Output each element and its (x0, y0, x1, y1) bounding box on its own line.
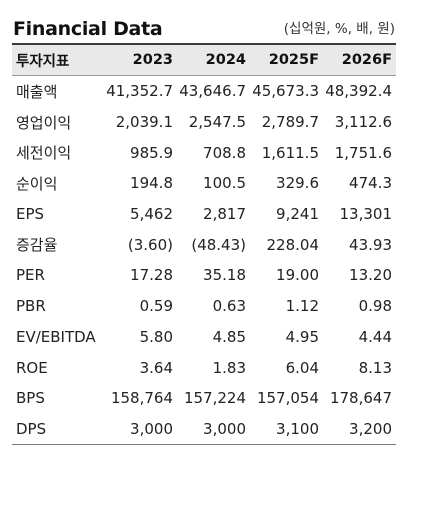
table-row: 매출액 41,352.7 43,646.7 45,673.3 48,392.4 (12, 76, 396, 107)
row-label: ROE (16, 358, 48, 377)
table-cell: 35.18 (203, 266, 246, 285)
table-row: 세전이익 985.9 708.8 1,611.5 1,751.6 (12, 137, 396, 168)
table-cell: 228.04 (266, 235, 320, 254)
header-year: 2025F (268, 52, 319, 68)
table-cell: 2,547.5 (188, 113, 246, 132)
header-row: 투자지표 2023 2024 2025F 2026F (12, 44, 396, 76)
table-row: EV/EBITDA 5.80 4.85 4.95 4.44 (12, 322, 396, 353)
table-cell: (48.43) (191, 235, 246, 254)
table-cell: 5.80 (139, 327, 173, 346)
table-row: PBR 0.59 0.63 1.12 0.98 (12, 291, 396, 322)
row-label: 영업이익 (16, 113, 72, 132)
table-row: 영업이익 2,039.1 2,547.5 2,789.7 3,112.6 (12, 107, 396, 138)
financial-table: 투자지표 2023 2024 2025F 2026F 매출액 41,352.7 43… (12, 43, 396, 446)
header-year: 2024 (205, 52, 246, 68)
table-row: ROE 3.64 1.83 6.04 8.13 (12, 352, 396, 383)
table-cell: 3,200 (323, 413, 396, 446)
table-cell: 6.04 (285, 358, 319, 377)
table-cell: 1,751.6 (334, 143, 392, 162)
table-cell: 2,817 (203, 205, 246, 224)
table-cell: 1.83 (212, 358, 246, 377)
table-cell: 157,224 (183, 389, 246, 408)
table-cell: 5,462 (130, 205, 173, 224)
table-title: Financial Data (13, 18, 163, 40)
table-row: DPS 3,000 3,000 3,100 3,200 (12, 413, 396, 446)
table-cell: 474.3 (349, 174, 392, 193)
table-cell: 0.98 (358, 297, 392, 316)
table-cell: 41,352.7 (106, 82, 173, 101)
table-cell: 178,647 (329, 389, 392, 408)
row-label: 매출액 (16, 82, 58, 101)
table-cell: 3,112.6 (334, 113, 392, 132)
row-label: EV/EBITDA (16, 327, 96, 346)
row-label: PBR (16, 297, 46, 316)
table-cell: 48,392.4 (325, 82, 392, 101)
title-row: Financial Data (십억원, %, 배, 원) (12, 8, 396, 40)
row-label: 세전이익 (16, 144, 72, 163)
table-cell: 0.59 (139, 297, 173, 316)
table-cell: 329.6 (276, 174, 319, 193)
row-label: DPS (12, 413, 104, 446)
table-cell: 13,301 (339, 205, 393, 224)
financial-data-panel: Financial Data (십억원, %, 배, 원) 투자지표 2023 … (12, 8, 396, 446)
row-label: 순이익 (16, 174, 58, 193)
header-year: 2023 (132, 52, 173, 68)
table-cell: 17.28 (130, 266, 173, 285)
table-cell: 3,000 (177, 413, 250, 446)
table-cell: 708.8 (203, 143, 246, 162)
table-cell: 8.13 (358, 358, 392, 377)
table-cell: 1,611.5 (261, 143, 319, 162)
table-cell: 2,039.1 (115, 113, 173, 132)
table-cell: 4.85 (212, 327, 246, 346)
header-year: 2026F (341, 52, 392, 68)
table-cell: 9,241 (276, 205, 319, 224)
table-cell: 43,646.7 (179, 82, 246, 101)
header-label: 투자지표 (16, 53, 70, 70)
table-row: 순이익 194.8 100.5 329.6 474.3 (12, 168, 396, 199)
table-cell: 1.12 (285, 297, 319, 316)
table-row: 증감율 (3.60) (48.43) 228.04 43.93 (12, 229, 396, 260)
table-header: 투자지표 2023 2024 2025F 2026F (12, 44, 396, 76)
table-cell: 43.93 (349, 235, 392, 254)
table-cell: 45,673.3 (252, 82, 319, 101)
table-cell: 4.95 (285, 327, 319, 346)
table-cell: 2,789.7 (261, 113, 319, 132)
table-cell: (3.60) (127, 235, 173, 254)
table-cell: 13.20 (349, 266, 392, 285)
row-label: BPS (16, 389, 45, 408)
table-cell: 194.8 (130, 174, 173, 193)
row-label: 증감율 (16, 236, 58, 255)
table-body: 매출액 41,352.7 43,646.7 45,673.3 48,392.4 영업이익 2… (12, 76, 396, 446)
table-cell: 985.9 (130, 143, 173, 162)
table-cell: 100.5 (203, 174, 246, 193)
unit-note: (십억원, %, 배, 원) (283, 21, 395, 37)
table-cell: 158,764 (110, 389, 173, 408)
table-row: BPS 158,764 157,224 157,054 178,647 (12, 383, 396, 414)
table-cell: 0.63 (212, 297, 246, 316)
row-label: EPS (16, 205, 45, 224)
table-row: PER 17.28 35.18 19.00 13.20 (12, 260, 396, 291)
row-label: PER (16, 266, 45, 285)
table-row: EPS 5,462 2,817 9,241 13,301 (12, 199, 396, 230)
table-cell: 3,000 (104, 413, 177, 446)
table-cell: 157,054 (256, 389, 319, 408)
table-cell: 19.00 (276, 266, 319, 285)
table-cell: 3,100 (250, 413, 323, 446)
table-cell: 3.64 (139, 358, 173, 377)
table-cell: 4.44 (358, 327, 392, 346)
